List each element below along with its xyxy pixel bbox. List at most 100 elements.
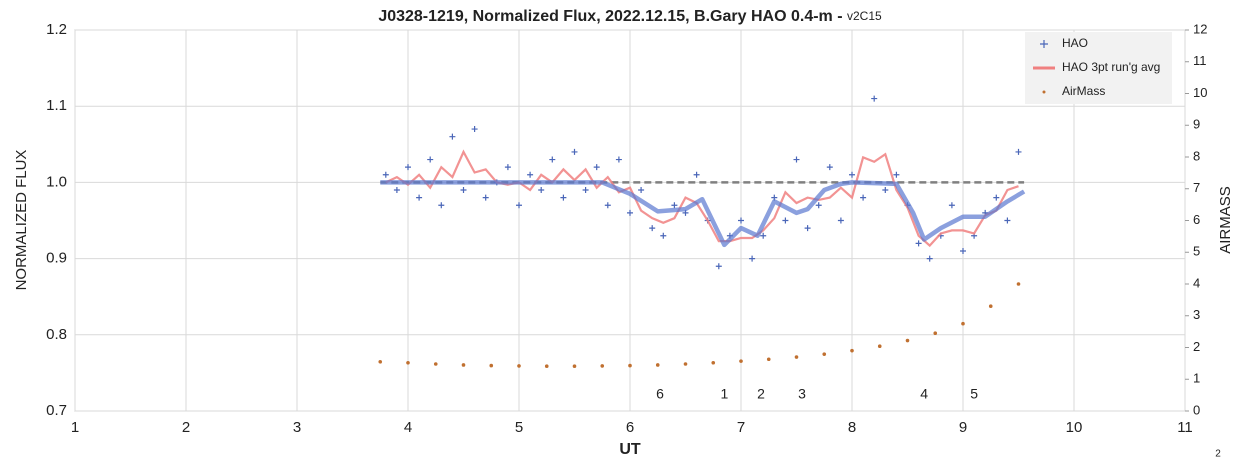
y2-tick-label: 6 (1193, 212, 1200, 227)
hao-point (538, 187, 545, 194)
y-tick-label: 0.7 (46, 402, 67, 419)
hao-point (849, 171, 855, 178)
legend-label: HAO (1062, 36, 1088, 50)
y2-tick-label: 4 (1193, 275, 1200, 290)
hao-point (416, 194, 423, 201)
hao-point (826, 164, 833, 171)
hao-point (1015, 148, 1022, 155)
hao-point (793, 156, 800, 163)
airmass-point (766, 357, 771, 362)
y2-tick-label: 10 (1193, 85, 1207, 100)
hao-point (449, 133, 456, 140)
hao-point (649, 225, 656, 232)
hao-point (915, 240, 922, 247)
hao-point (627, 209, 633, 216)
hao-point (715, 263, 722, 270)
airmass-point (711, 360, 716, 365)
airmass-point (378, 359, 383, 364)
hao-point (782, 217, 789, 224)
airmass-point (794, 355, 799, 359)
x-tick-label: 6 (626, 419, 634, 436)
hao-point (671, 202, 678, 209)
hao-point (549, 156, 556, 163)
x-tick-label: 8 (848, 419, 856, 436)
title-version: v2C15 (847, 9, 882, 23)
hao-point (749, 255, 756, 262)
hao-point (382, 171, 389, 178)
x-tick-label: 10 (1066, 419, 1083, 436)
y2-tick-label: 12 (1193, 21, 1207, 36)
hao-point (560, 194, 567, 201)
chart-title: J0328-1219, Normalized Flux, 2022.12.15,… (378, 8, 882, 25)
hao-point (393, 187, 400, 194)
airmass-point (655, 363, 660, 367)
hao-point (837, 217, 844, 224)
x-tick-label: 7 (737, 419, 745, 436)
hao-point (405, 164, 411, 171)
airmass-point (683, 362, 688, 366)
hao-point (593, 164, 600, 171)
airmass-point (739, 359, 743, 363)
hao-point (438, 202, 445, 209)
hao-point (1004, 217, 1011, 224)
airmass-point (1016, 282, 1021, 286)
airmass-point (517, 364, 521, 368)
hao-point (871, 95, 878, 102)
x-axis-label: UT (619, 441, 641, 458)
x-tick-label: 1 (71, 419, 79, 436)
hao-point (948, 202, 955, 209)
running-avg-line (385, 149, 1019, 248)
page-number: 2 (1215, 449, 1221, 460)
hao-point (804, 225, 811, 232)
hao-point (571, 148, 578, 155)
airmass-point (850, 348, 854, 353)
airmass-point (822, 352, 827, 356)
airmass-point (572, 364, 577, 369)
legend-label: HAO 3pt run'g avg (1062, 60, 1160, 74)
x-tick-label: 9 (959, 419, 967, 436)
legend-symbol (1040, 40, 1048, 48)
y2-tick-label: 5 (1193, 244, 1200, 259)
airmass-point (406, 360, 410, 365)
airmass-point (600, 364, 605, 368)
hao-point (993, 194, 1000, 201)
airmass-point (905, 338, 910, 343)
y2-tick-label: 9 (1193, 117, 1200, 132)
annotation: 5 (970, 386, 978, 402)
hao-point (660, 232, 667, 239)
y2-axis-label: AIRMASS (1217, 186, 1234, 254)
airmass-point (877, 344, 882, 349)
annotation: 4 (920, 386, 928, 402)
y-tick-label: 0.8 (46, 326, 67, 343)
hao-point (693, 171, 700, 178)
airmass-point (433, 362, 438, 366)
hao-point (738, 217, 744, 224)
x-tick-label: 5 (515, 419, 523, 436)
y-tick-label: 1.0 (46, 173, 67, 190)
hao-point (760, 232, 767, 239)
y2-tick-label: 8 (1193, 148, 1200, 163)
y-tick-label: 0.9 (46, 250, 67, 267)
hao-point (882, 187, 889, 194)
hao-point (527, 171, 534, 178)
hao-point (926, 255, 933, 262)
title-main: J0328-1219, Normalized Flux, 2022.12.15,… (378, 8, 847, 25)
legend-label: AirMass (1062, 84, 1105, 98)
fit-curve (380, 180, 1026, 248)
hao-point (893, 171, 900, 178)
hao-point (860, 194, 867, 201)
hao-point (638, 187, 645, 194)
airmass-point (988, 304, 993, 309)
y-tick-label: 1.2 (46, 21, 67, 38)
y2-tick-label: 3 (1193, 307, 1200, 322)
hao-point (604, 202, 611, 209)
annotation: 6 (656, 386, 664, 402)
hao-point (471, 126, 478, 133)
annotation: 3 (798, 386, 806, 402)
hao-point (427, 156, 434, 163)
airmass-point (628, 363, 632, 368)
y-tick-label: 1.1 (46, 97, 67, 114)
airmass-point (933, 331, 938, 336)
legend-symbol (1042, 90, 1046, 94)
